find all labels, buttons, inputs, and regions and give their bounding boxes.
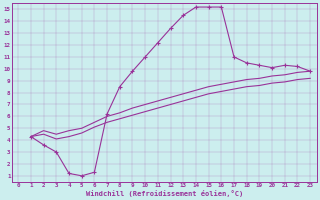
X-axis label: Windchill (Refroidissement éolien,°C): Windchill (Refroidissement éolien,°C) xyxy=(85,190,243,197)
